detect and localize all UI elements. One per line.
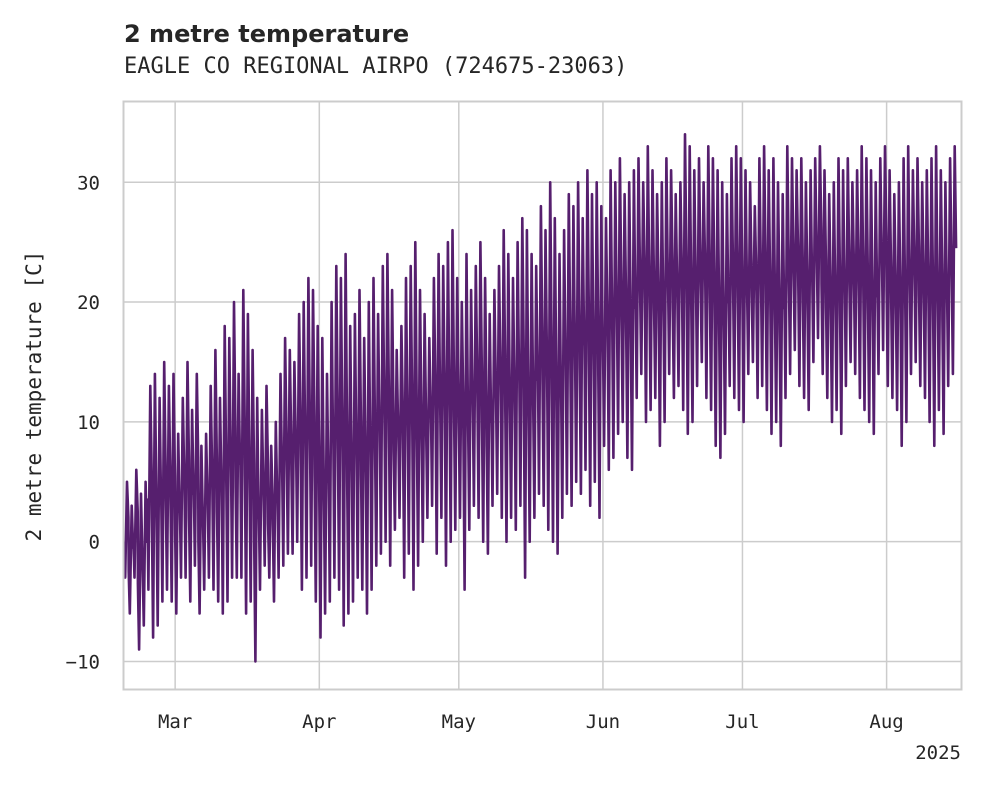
y-axis-ticks: −10 0 10 20 30 xyxy=(66,172,100,673)
chart-title: 2 metre temperature xyxy=(124,20,409,48)
x-tick-label: Apr xyxy=(302,711,336,733)
x-tick-label: Jun xyxy=(586,711,620,733)
series-line xyxy=(122,133,958,663)
x-tick-label: May xyxy=(442,711,476,733)
x-axis-ticks: Mar Apr May Jun Jul Aug xyxy=(158,711,904,733)
x-tick-label: Aug xyxy=(869,711,903,733)
chart-subtitle: EAGLE CO REGIONAL AIRPO (724675-23063) xyxy=(124,54,627,79)
y-tick-label: 0 xyxy=(89,532,100,554)
y-tick-label: −10 xyxy=(66,651,100,673)
plot-frame xyxy=(122,100,963,691)
x-tick-label: Jul xyxy=(725,711,759,733)
y-axis-label: 2 metre temperature [C] xyxy=(22,251,46,542)
x-axis-year-label: 2025 xyxy=(915,742,961,764)
x-tick-label: Mar xyxy=(158,711,192,733)
y-tick-label: 10 xyxy=(77,412,100,434)
y-tick-label: 20 xyxy=(77,292,100,314)
y-tick-label: 30 xyxy=(77,172,100,194)
